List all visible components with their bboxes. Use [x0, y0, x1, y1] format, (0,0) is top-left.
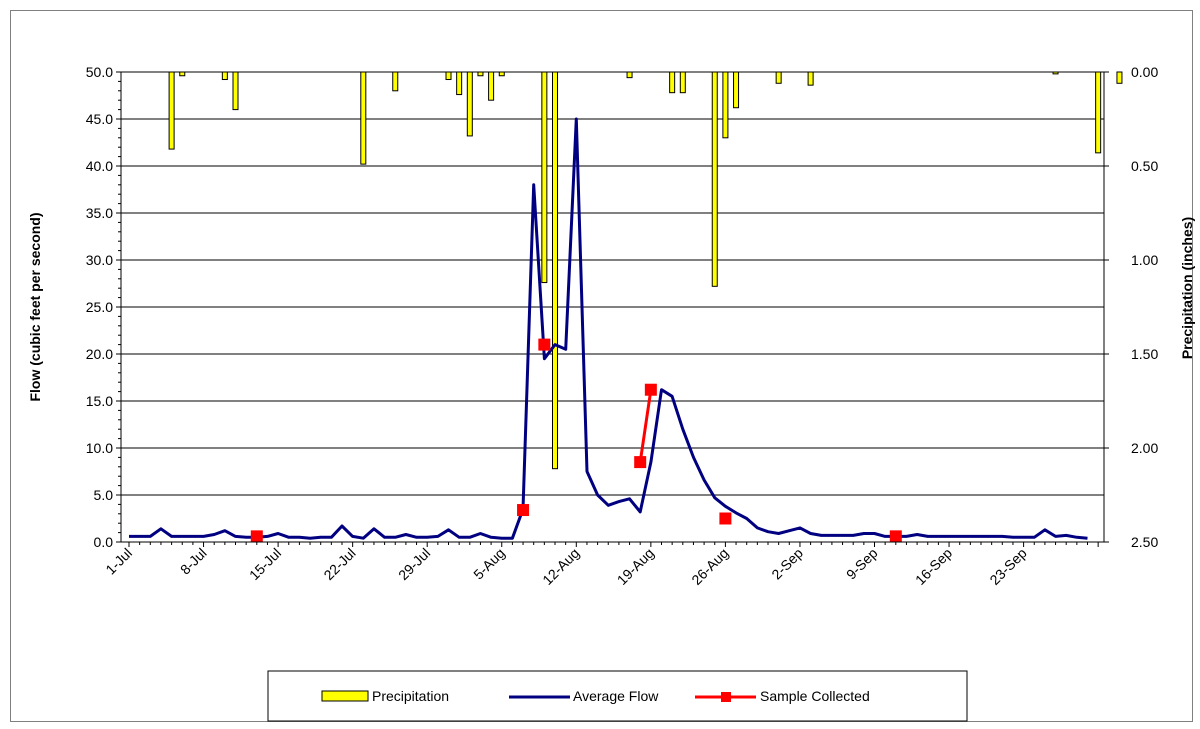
precipitation-bar [1116, 71, 1123, 84]
left-axis-tick-label: 0.0 [94, 534, 114, 550]
right-axis-tick-label: 2.00 [1131, 440, 1158, 456]
left-axis-tick-label: 30.0 [86, 252, 113, 268]
legend-label-sample-collected: Sample Collected [760, 688, 870, 704]
left-axis-tick-label: 40.0 [86, 158, 113, 174]
precipitation-bars [168, 71, 1123, 470]
x-axis-date-label: 2-Sep [768, 545, 806, 583]
x-axis-date-label: 16-Sep [912, 545, 955, 588]
precipitation-bar [456, 71, 463, 96]
sample-collected-marker [889, 530, 902, 543]
average-flow-line [129, 117, 1088, 540]
right-axis-tick-label: 2.50 [1131, 534, 1158, 550]
right-axis-tick-label: 0.00 [1131, 64, 1158, 80]
legend-label-average-flow: Average Flow [573, 688, 659, 704]
precipitation-bar [626, 71, 633, 79]
x-axis-date-label: 26-Aug [688, 545, 731, 588]
legend-label-precipitation: Precipitation [372, 688, 449, 704]
gridlines [121, 118, 1104, 496]
left-axis-title: Flow (cubic feet per second) [27, 212, 43, 401]
x-axis-date-label: 15-Jul [246, 545, 284, 583]
x-axis-date-label: 12-Aug [539, 545, 582, 588]
legend-box [267, 670, 968, 722]
sample-collected-marker [538, 338, 551, 351]
flow-lines [129, 117, 1088, 543]
sample-collected-legend-marker [721, 692, 731, 702]
sample-collected-marker [634, 456, 647, 469]
sample-collected-marker [719, 512, 732, 525]
precipitation-bar [168, 71, 175, 150]
axes: 0.0 5.0 10.0 15.0 20.0 25.0 30.0 35.0 40.0 45.0 50… [86, 64, 1159, 588]
x-axis-date-label: 8-Jul [177, 545, 210, 578]
precipitation-bar [360, 71, 367, 165]
sample-collected-marker [250, 530, 263, 543]
precipitation-bar [498, 71, 505, 77]
right-axis-tick-label: 1.50 [1131, 346, 1158, 362]
left-axis-tick-label: 25.0 [86, 299, 113, 315]
left-axis-tick-label: 20.0 [86, 346, 113, 362]
legend: Precipitation Average Flow Sample Collec… [267, 670, 968, 722]
precipitation-bar [722, 71, 729, 139]
precipitation-bar [445, 71, 452, 81]
right-axis-title: Precipitation (inches) [1179, 217, 1195, 359]
precipitation-bar [488, 71, 495, 101]
right-axis-tick-label: 1.00 [1131, 252, 1158, 268]
left-axis-tick-label: 50.0 [86, 64, 113, 80]
precipitation-bar [179, 71, 186, 77]
precipitation-bar [775, 71, 782, 84]
x-axis-date-label: 22-Jul [320, 545, 358, 583]
precipitation-bar [541, 71, 548, 284]
left-axis-tick-label: 15.0 [86, 393, 113, 409]
precipitation-bar [232, 71, 239, 111]
precipitation-bar [733, 71, 740, 109]
left-axis-tick-label: 35.0 [86, 205, 113, 221]
sample-collected-marker [517, 504, 530, 517]
x-axis-date-label: 5-Aug [470, 545, 508, 583]
x-axis-date-label: 23-Sep [986, 545, 1029, 588]
precipitation-bar [392, 71, 399, 92]
left-axis-tick-label: 45.0 [86, 111, 113, 127]
precipitation-bar [552, 71, 558, 470]
precipitation-bar [711, 71, 718, 287]
sample-collected-marker [644, 383, 657, 396]
sample-collected-line [638, 389, 653, 463]
precipitation-bar [466, 71, 473, 137]
x-axis-date-label: 29-Jul [395, 545, 433, 583]
left-axis-tick-label: 10.0 [86, 440, 113, 456]
precipitation-bar [477, 71, 484, 77]
precipitation-bar [1095, 71, 1102, 154]
precipitation-bar [679, 71, 686, 94]
precipitation-bar [221, 71, 228, 81]
precipitation-legend-swatch [321, 690, 369, 702]
right-axis-tick-label: 0.50 [1131, 158, 1158, 174]
x-axis-date-label: 9-Sep [843, 545, 881, 583]
x-axis-date-label: 19-Aug [614, 545, 657, 588]
precipitation-bar [669, 71, 676, 94]
left-axis-tick-label: 5.0 [94, 487, 114, 503]
precipitation-bar [807, 71, 814, 86]
